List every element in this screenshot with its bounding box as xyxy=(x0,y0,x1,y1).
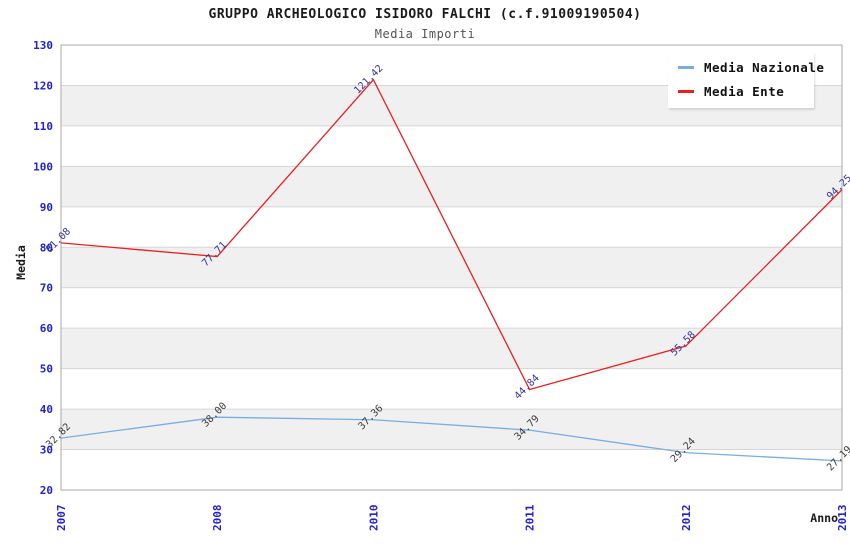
svg-text:Anno: Anno xyxy=(810,511,838,525)
legend-item-media-ente: Media Ente xyxy=(678,84,804,99)
svg-text:80: 80 xyxy=(40,241,53,254)
chart-subtitle: Media Importi xyxy=(374,27,476,41)
svg-text:50: 50 xyxy=(40,363,53,376)
legend-swatch-red-line-icon xyxy=(678,90,694,93)
svg-text:60: 60 xyxy=(40,322,53,335)
svg-text:40: 40 xyxy=(40,403,53,416)
svg-text:2008: 2008 xyxy=(211,505,224,532)
svg-text:100: 100 xyxy=(33,160,53,173)
svg-text:Media: Media xyxy=(14,245,28,280)
svg-text:2013: 2013 xyxy=(836,505,849,532)
chart-title: GRUPPO ARCHEOLOGICO ISIDORO FALCHI (c.f.… xyxy=(208,7,642,22)
svg-text:90: 90 xyxy=(40,201,53,214)
chart-legend: Media Nazionale Media Ente xyxy=(668,52,824,108)
svg-text:20: 20 xyxy=(40,484,53,497)
legend-label: Media Ente xyxy=(704,84,785,99)
svg-text:2007: 2007 xyxy=(55,505,68,532)
svg-text:70: 70 xyxy=(40,282,53,295)
legend-swatch-blue-line-icon xyxy=(678,66,694,69)
svg-text:30: 30 xyxy=(40,444,53,457)
svg-text:2011: 2011 xyxy=(524,504,537,531)
svg-text:130: 130 xyxy=(33,39,53,52)
svg-text:2012: 2012 xyxy=(680,505,693,532)
svg-text:120: 120 xyxy=(33,79,53,92)
svg-text:2010: 2010 xyxy=(367,505,380,532)
svg-text:110: 110 xyxy=(33,120,53,133)
legend-label: Media Nazionale xyxy=(704,60,825,75)
legend-item-media-nazionale: Media Nazionale xyxy=(678,60,824,75)
